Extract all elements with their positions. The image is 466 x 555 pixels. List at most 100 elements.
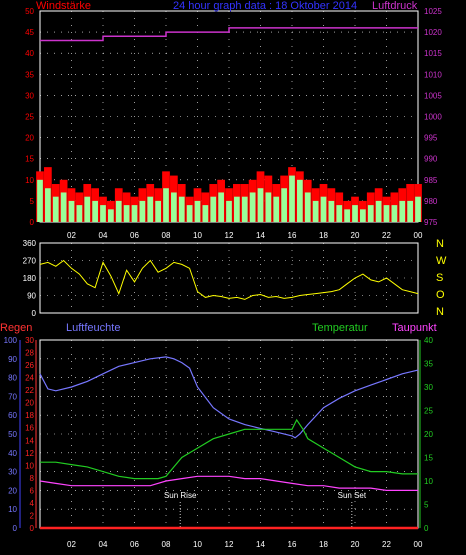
- wind-bar: [297, 179, 303, 222]
- wind-speed-axis-ticks: 0 5 10 15 20 25 30 35 40 45 50: [25, 7, 34, 227]
- wind-bar: [249, 192, 256, 222]
- wind-bar: [407, 200, 413, 222]
- direction-tick-label: 90: [27, 292, 36, 301]
- sun-marker-label: Sun Set: [338, 491, 367, 500]
- x-tick-label: 02: [67, 540, 76, 549]
- wind-bar: [352, 205, 358, 222]
- rain-tick-label: 28: [25, 349, 34, 358]
- wind-bar: [92, 200, 98, 222]
- humidity-tick-label: 10: [8, 505, 17, 514]
- x-tick-label: 22: [382, 231, 391, 240]
- rain-tick-label: 30: [25, 336, 34, 345]
- pressure-tick-label: 995: [424, 134, 438, 143]
- compass-label: S: [436, 272, 443, 284]
- wind-bar: [123, 205, 130, 222]
- x-tick-label: 06: [130, 231, 139, 240]
- wind-speed-tick-label: 5: [30, 197, 35, 206]
- wind-bar: [226, 200, 232, 222]
- dewpoint-line: [39, 475, 418, 491]
- wind-bar: [155, 200, 161, 222]
- rain-tick-label: 10: [25, 461, 34, 470]
- rain-axis-label: Regen: [0, 322, 32, 334]
- pressure-tick-label: 1005: [424, 91, 442, 100]
- wind-bar: [186, 205, 193, 222]
- wind-bar: [37, 179, 43, 222]
- rain-tick-label: 20: [25, 399, 34, 408]
- wind-speed-tick-label: 30: [25, 91, 34, 100]
- humidity-tick-label: 70: [8, 392, 17, 401]
- direction-tick-label: 360: [23, 239, 37, 248]
- wind-gust-bars: [37, 175, 421, 222]
- chart-title: 24 hour graph data : 18 Oktober 2014: [173, 0, 357, 12]
- wind-bar: [375, 200, 382, 222]
- temperature-tick-label: 40: [424, 336, 433, 345]
- compass-label: N: [436, 238, 444, 250]
- compass-label: O: [436, 289, 445, 301]
- wind-bar: [100, 205, 106, 222]
- wind-bar: [289, 175, 295, 222]
- x-tick-label: 18: [319, 540, 328, 549]
- temperature-x-ticks: 02 04 06 08 10 12 14 16 18 20 22 00: [67, 540, 423, 549]
- pressure-tick-label: 1000: [424, 113, 442, 122]
- wind-bar: [76, 205, 83, 222]
- wind-bar: [234, 196, 240, 222]
- wind-bar: [202, 205, 209, 222]
- wind-bar: [304, 192, 311, 222]
- wind-bar: [257, 188, 264, 222]
- sun-marker-label: Sun Rise: [164, 491, 197, 500]
- wind-bar: [336, 205, 343, 222]
- wind-bar: [139, 200, 146, 222]
- wind-speed-tick-label: 40: [25, 49, 34, 58]
- wind-speed-axis-label: Windstärke: [36, 0, 91, 12]
- direction-tick-label: 0: [32, 309, 37, 318]
- wind-bar: [312, 200, 319, 222]
- x-tick-label: 20: [351, 540, 360, 549]
- x-tick-label: 02: [67, 231, 76, 240]
- rain-tick-label: 8: [30, 474, 35, 483]
- temperature-axis-ticks: 0 5 10 15 20 25 30 35 40: [424, 336, 433, 533]
- wind-bar: [360, 209, 366, 222]
- humidity-tick-label: 80: [8, 374, 17, 383]
- x-tick-label: 04: [99, 231, 108, 240]
- humidity-axis-label: Luftfeuchte: [66, 322, 120, 334]
- wind-speed-tick-label: 50: [25, 7, 34, 16]
- humidity-tick-label: 20: [8, 486, 17, 495]
- temperature-tick-label: 0: [424, 524, 429, 533]
- pressure-axis-ticks: 975 980 985 990 995 1000 1005 1010 1015 1020 1025: [424, 7, 442, 227]
- compass-label: N: [436, 306, 444, 318]
- temperature-line: [40, 418, 418, 480]
- x-tick-label: 08: [162, 540, 171, 549]
- x-tick-label: 00: [414, 540, 423, 549]
- humidity-axis-ticks: 0 10 20 30 40 50 60 70 80 90 100: [4, 336, 18, 533]
- wind-bar: [383, 205, 390, 222]
- x-tick-label: 08: [162, 231, 171, 240]
- rain-tick-label: 26: [25, 361, 34, 370]
- x-tick-label: 22: [382, 540, 391, 549]
- x-tick-label: 10: [193, 231, 202, 240]
- dewpoint-axis-label: Taupunkt: [392, 322, 437, 334]
- wind-bar: [273, 196, 280, 222]
- pressure-tick-label: 1015: [424, 49, 442, 58]
- wind-direction-line: [39, 259, 419, 300]
- wind-bar: [108, 209, 114, 222]
- rain-tick-label: 22: [25, 386, 34, 395]
- wind-speed-tick-label: 15: [25, 155, 34, 164]
- wind-bar: [415, 196, 421, 222]
- direction-tick-label: 180: [23, 274, 37, 283]
- pressure-axis-label: Luftdruck: [372, 0, 418, 12]
- humidity-tick-label: 50: [8, 430, 17, 439]
- x-tick-label: 12: [225, 540, 234, 549]
- direction-tick-label: 270: [23, 257, 37, 266]
- wind-bar: [367, 205, 374, 222]
- wind-bar: [399, 200, 406, 222]
- x-tick-label: 00: [414, 231, 423, 240]
- rain-tick-label: 14: [25, 436, 34, 445]
- wind-bar: [391, 205, 398, 222]
- pressure-tick-label: 990: [424, 155, 438, 164]
- rain-tick-label: 4: [30, 499, 35, 508]
- wind-bar: [163, 188, 169, 222]
